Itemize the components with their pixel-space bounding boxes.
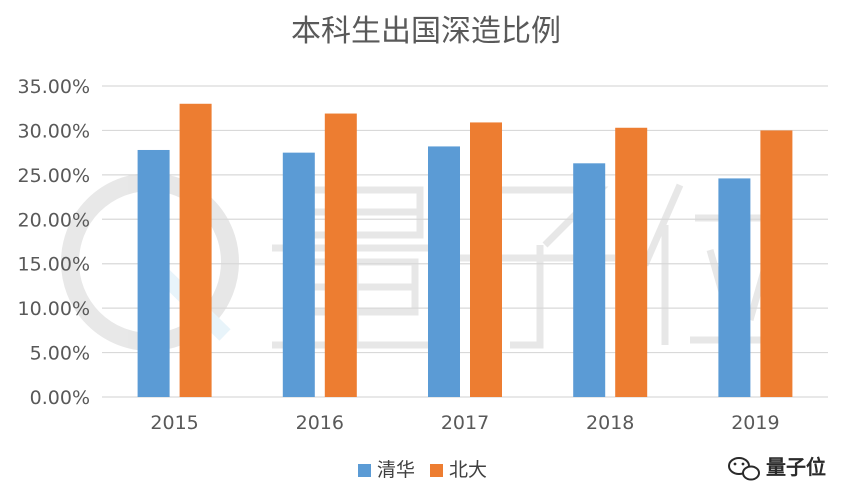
legend-swatch: [358, 464, 371, 477]
bar-北大-2016: [324, 113, 357, 397]
bar-北大-2018: [615, 127, 648, 398]
y-axis-ticks: 0.00% 5.00% 10.00% 15.00% 20.00% 25.00% 30.00%…: [18, 76, 90, 409]
y-tick-label: 10.00%: [18, 298, 90, 320]
x-tick-label: 2017: [441, 412, 489, 434]
x-axis-ticks: 2015 2016 2017 2018 2019: [150, 412, 779, 434]
bar-清华-2016: [282, 152, 315, 397]
x-tick-label: 2019: [731, 412, 779, 434]
legend-swatch: [430, 464, 443, 477]
brand-watermark: 量子位: [728, 455, 826, 481]
x-tick-label: 2018: [586, 412, 634, 434]
legend-label: 北大: [449, 459, 487, 481]
y-tick-label: 20.00%: [18, 209, 90, 231]
legend: 清华 北大: [358, 459, 487, 481]
bar-北大-2015: [179, 103, 212, 398]
bar-北大-2017: [470, 122, 502, 397]
y-tick-label: 5.00%: [30, 343, 90, 365]
bar-清华-2017: [428, 146, 460, 397]
watermark-text: 量子位: [766, 455, 826, 479]
y-tick-label: 15.00%: [18, 254, 90, 276]
bars: [137, 103, 793, 398]
x-tick-label: 2015: [150, 412, 198, 434]
legend-label: 清华: [377, 459, 415, 481]
bar-清华-2015: [137, 149, 170, 397]
bar-清华-2018: [573, 163, 606, 397]
x-tick-label: 2016: [296, 412, 344, 434]
gridlines: [102, 85, 828, 398]
y-tick-label: 25.00%: [18, 165, 90, 187]
bar-北大-2019: [760, 130, 793, 397]
wechat-icon: [728, 457, 760, 481]
y-tick-label: 35.00%: [18, 76, 90, 98]
bar-清华-2019: [718, 178, 751, 397]
y-tick-label: 30.00%: [18, 120, 90, 142]
chart-title: 本科生出国深造比例: [291, 14, 561, 49]
y-tick-label: 0.00%: [30, 387, 90, 409]
